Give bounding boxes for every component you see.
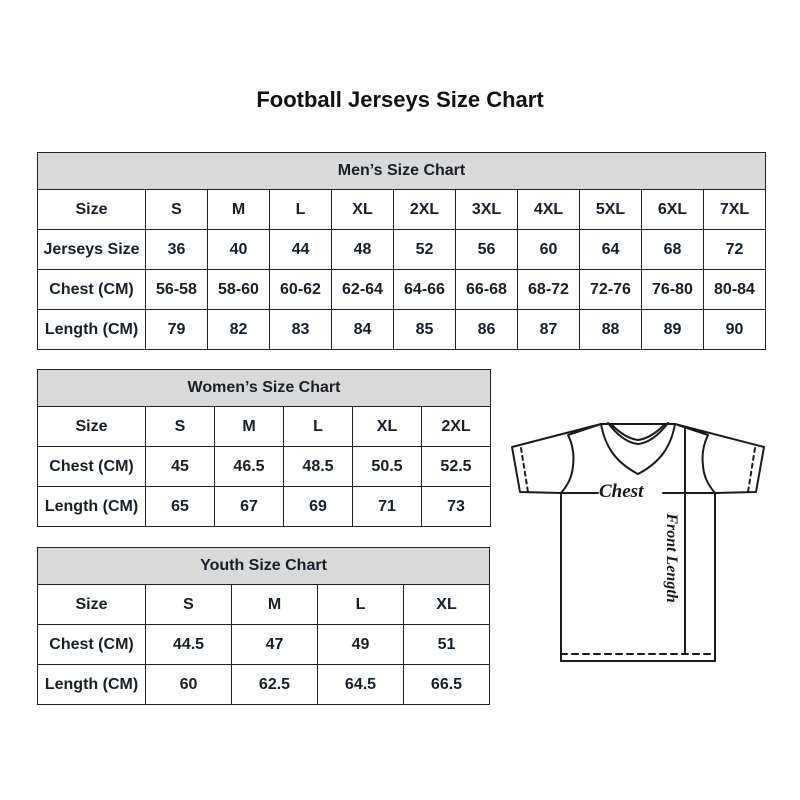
svg-text:Front Length: Front Length <box>663 512 680 602</box>
svg-text:Chest: Chest <box>599 481 644 502</box>
